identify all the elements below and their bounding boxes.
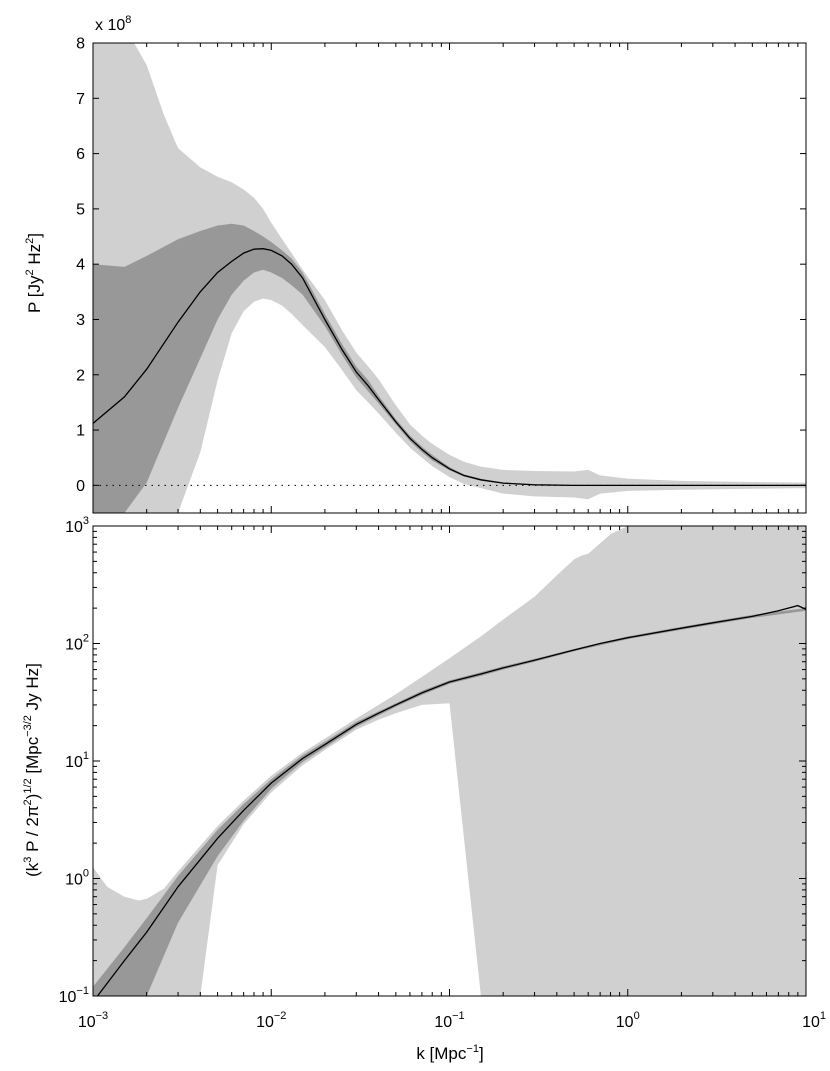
bottom-outer-band	[93, 526, 806, 996]
tick-base: 10	[59, 989, 77, 1006]
bottom-y-tick-label: 102	[65, 633, 89, 654]
tick-exponent: −1	[76, 985, 89, 997]
bottom-ylabel-sup-5: 1/2	[22, 778, 34, 793]
xlabel-part-2: ]	[479, 1044, 484, 1063]
y-multiplier-exp: 8	[125, 14, 131, 26]
bottom-x-tick-label: 10−1	[434, 1010, 464, 1031]
tick-exponent: 3	[83, 515, 89, 527]
top-bands	[93, 43, 806, 514]
bottom-y-tick-label: 10−1	[59, 985, 89, 1006]
bottom-x-tick-label: 101	[802, 1010, 826, 1031]
tick-base: 10	[802, 1014, 820, 1031]
tick-base: 10	[434, 1014, 452, 1031]
top-y-tick-label: 8	[76, 36, 85, 53]
tick-exponent: 0	[83, 868, 89, 880]
top-y-tick-label: 6	[76, 146, 85, 163]
top-ylabel-sup-1: 2	[24, 269, 36, 275]
bottom-x-tick-label: 100	[616, 1010, 640, 1031]
top-y-axis-label: P [Jy2 Hz2]	[24, 233, 44, 313]
top-y-tick-label: 4	[76, 257, 85, 274]
tick-base: 10	[616, 1014, 634, 1031]
y-multiplier-label: x 108	[95, 14, 131, 34]
top-y-tick-label: 2	[76, 367, 85, 384]
top-ylabel-sup-3: 2	[24, 238, 36, 244]
bottom-y-axis-label: (k3 P / 2π2)1/2 [Mpc−3/2 Jy Hz]	[22, 663, 42, 877]
y-multiplier-base: x 10	[95, 17, 125, 34]
bottom-y-tick-label: 101	[65, 750, 89, 771]
bottom-ylabel-part-8: Jy Hz]	[23, 663, 42, 715]
tick-base: 10	[65, 754, 83, 771]
bottom-bands	[93, 526, 806, 996]
tick-exponent: 1	[820, 1010, 826, 1022]
top-y-tick-label: 3	[76, 312, 85, 329]
tick-exponent: 1	[83, 750, 89, 762]
tick-base: 10	[65, 872, 83, 889]
top-mean-line	[92, 248, 806, 487]
bottom-ylabel-sup-7: −3/2	[22, 715, 34, 737]
bottom-y-tick-label: 103	[65, 515, 89, 536]
bottom-ylabel-part-2: P / 2π	[23, 805, 42, 856]
tick-exponent: −3	[96, 1010, 109, 1022]
top-y-tick-label: 1	[76, 423, 85, 440]
xlabel-part-0: k [Mpc	[416, 1044, 467, 1063]
bottom-ylabel-part-6: [Mpc	[23, 736, 42, 778]
top-inner-band	[93, 223, 806, 514]
top-ticks: 0 1 2 3 4 5 6 7 8	[76, 36, 807, 513]
top-ylabel-part-2: Hz	[25, 244, 44, 270]
bottom-x-tick-label: 10−2	[256, 1010, 286, 1031]
bottom-ylabel-sup-3: 2	[22, 799, 34, 805]
tick-exponent: −2	[274, 1010, 287, 1022]
tick-exponent: 0	[634, 1010, 640, 1022]
bottom-ylabel-part-4: )	[23, 794, 42, 800]
bottom-y-tick-label: 100	[65, 868, 89, 889]
tick-base: 10	[78, 1014, 96, 1031]
tick-base: 10	[65, 637, 83, 654]
top-ylabel-part-4: ]	[25, 233, 44, 238]
xlabel-sup-1: −1	[466, 1043, 479, 1055]
tick-exponent: −1	[452, 1010, 465, 1022]
tick-exponent: 2	[83, 633, 89, 645]
top-ylabel-part-0: P [Jy	[25, 275, 44, 313]
top-y-tick-label: 7	[76, 91, 85, 108]
bottom-mean-line	[96, 604, 807, 997]
top-y-tick-label: 0	[76, 478, 85, 495]
bottom-ylabel-sup-1: 3	[22, 857, 34, 863]
top-y-tick-label: 5	[76, 201, 85, 218]
tick-base: 10	[65, 519, 83, 536]
x-axis-label: k [Mpc−1]	[416, 1043, 483, 1063]
tick-base: 10	[256, 1014, 274, 1031]
bottom-x-tick-label: 10−3	[78, 1010, 108, 1031]
bottom-ylabel-part-0: (k	[23, 862, 42, 877]
